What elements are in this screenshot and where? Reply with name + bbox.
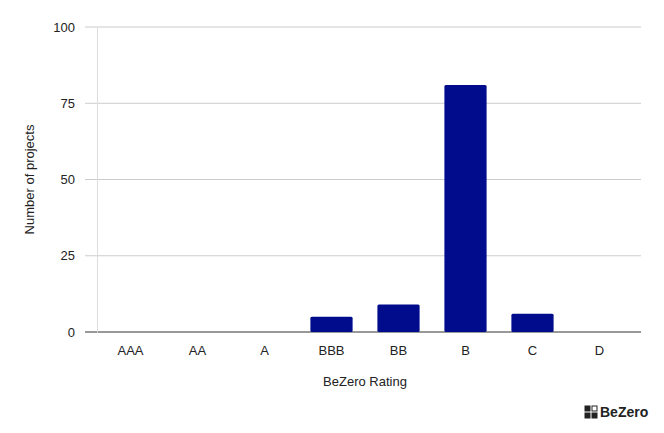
x-tick-label: D [595, 343, 604, 358]
x-tick: D [595, 332, 604, 358]
x-tick-label: A [260, 343, 269, 358]
y-axis: 0 25 50 75 100 [53, 20, 97, 340]
bar [109, 332, 151, 333]
plot: 0255075100AAAAAABBBBBBCD [53, 20, 641, 359]
grid-line [85, 255, 641, 256]
x-axis: AAAAAABBBBBBCD [98, 332, 634, 358]
x-tick: AA [189, 332, 207, 358]
y-tick: 75 [61, 96, 97, 111]
y-tick: 0 [68, 325, 97, 340]
bar [511, 314, 553, 332]
logo-text: BeZero [600, 404, 648, 420]
x-tick: BBB [318, 332, 344, 358]
grid-line [85, 332, 641, 333]
x-tick-label: BB [390, 343, 407, 358]
x-tick: A [260, 332, 269, 358]
y-tick-label: 25 [61, 248, 75, 263]
x-tick: AAA [117, 332, 143, 358]
y-tick: 25 [61, 248, 97, 263]
x-axis-line [98, 332, 634, 333]
grid-line [85, 27, 641, 28]
y-tick: 50 [61, 172, 97, 187]
chart: 0255075100AAAAAABBBBBBCDBeZero RatingNum… [0, 0, 664, 433]
bar [243, 332, 285, 333]
y-tick: 100 [53, 20, 97, 35]
x-tick: C [528, 332, 537, 358]
bar [578, 332, 620, 333]
y-tick-label: 0 [68, 325, 75, 340]
grid-line [85, 179, 641, 180]
bar [377, 305, 419, 332]
x-tick: B [461, 332, 470, 358]
logo-square [585, 406, 590, 411]
x-tick-label: AAA [117, 343, 143, 358]
x-tick-label: AA [189, 343, 207, 358]
logo [585, 406, 597, 418]
x-tick-label: BBB [318, 343, 344, 358]
y-axis-title: Number of projects [22, 124, 37, 234]
grid-line [85, 103, 641, 104]
bar [310, 317, 352, 332]
y-tick-label: 100 [53, 20, 75, 35]
bars [310, 85, 553, 332]
x-axis-title: BeZero Rating [323, 374, 407, 389]
grid [85, 27, 641, 332]
y-tick-label: 50 [61, 172, 75, 187]
bar [444, 85, 486, 332]
bar [176, 332, 218, 333]
logo-square [585, 413, 590, 418]
x-tick: BB [390, 332, 407, 358]
logo-square [592, 406, 597, 411]
y-tick-label: 75 [61, 96, 75, 111]
x-tick-label: B [461, 343, 470, 358]
logo-square [592, 413, 597, 418]
x-tick-label: C [528, 343, 537, 358]
y-axis-line [97, 28, 98, 333]
